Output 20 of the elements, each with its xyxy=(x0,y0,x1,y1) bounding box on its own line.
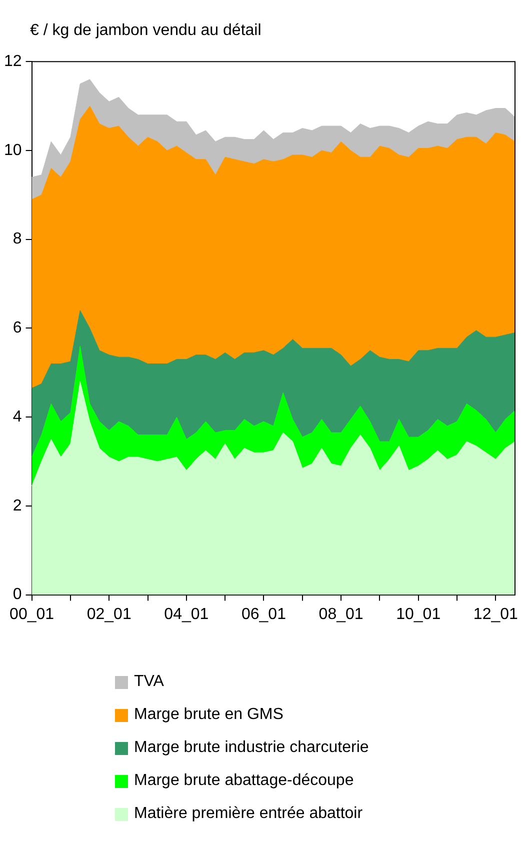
y-tick-label: 4 xyxy=(12,408,22,426)
x-tick-label: 08_01 xyxy=(318,606,364,623)
x-tick-label: 02_01 xyxy=(86,606,132,623)
y-axis-title: € / kg de jambon vendu au détail xyxy=(30,22,262,40)
y-tick-label: 8 xyxy=(12,230,22,248)
legend-label: Marge brute industrie charcuterie xyxy=(134,739,369,757)
x-tick-label: 10_01 xyxy=(396,606,441,623)
y-tick-label: 6 xyxy=(12,320,22,337)
x-tick-label: 00_01 xyxy=(10,606,54,623)
legend-label: Marge brute en GMS xyxy=(134,706,284,724)
y-tick-label: 0 xyxy=(12,586,22,604)
x-tick-label: 04_01 xyxy=(164,606,209,623)
x-tick-label: 12_01 xyxy=(473,606,518,623)
x-tick-label: 06_01 xyxy=(241,606,286,623)
y-tick-label: 2 xyxy=(12,497,22,514)
legend-label: Marge brute abattage-découpe xyxy=(134,772,354,790)
legend-label: TVA xyxy=(134,673,164,691)
legend-label: Matière première entrée abattoir xyxy=(134,805,363,823)
y-tick-label: 10 xyxy=(4,142,22,159)
y-tick-label: 12 xyxy=(4,53,22,70)
